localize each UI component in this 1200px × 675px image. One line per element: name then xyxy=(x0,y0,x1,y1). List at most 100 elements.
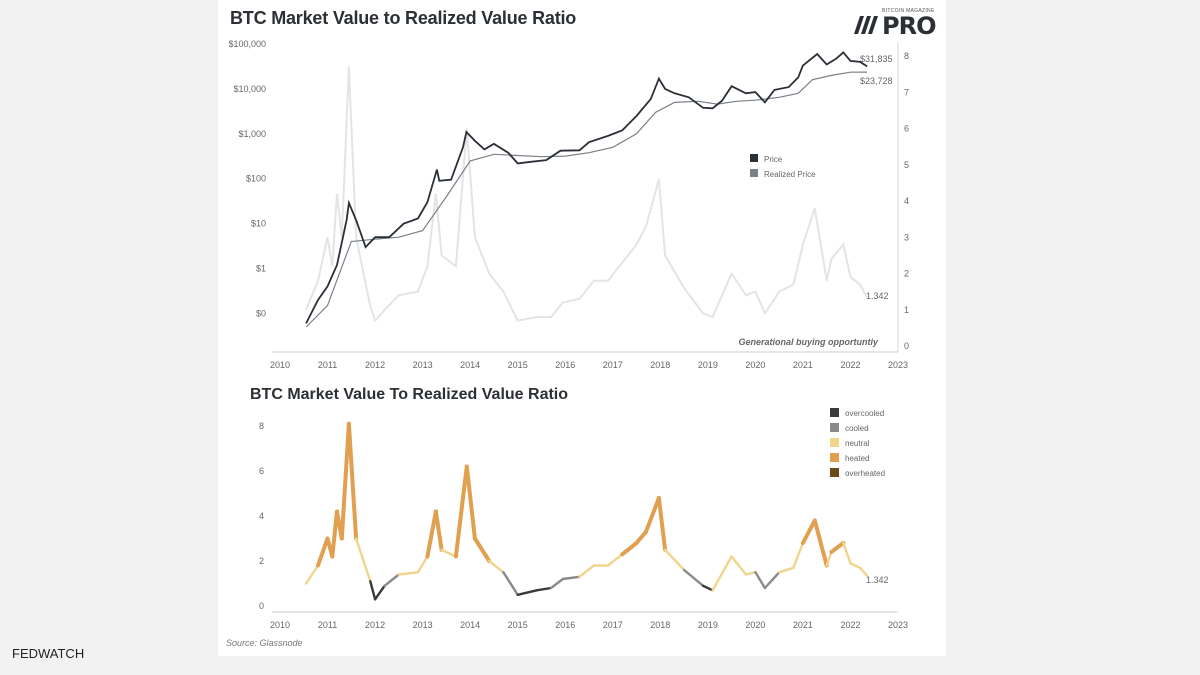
legend-price-label: Price xyxy=(764,155,783,164)
legend-swatch-overcooled xyxy=(830,408,839,417)
mvrv-segment xyxy=(744,571,757,576)
mvrv-segment xyxy=(425,509,438,559)
realized-end-label: $23,728 xyxy=(860,76,893,86)
legend-price-swatch xyxy=(750,154,758,162)
mvrv-segment xyxy=(383,573,400,587)
legend-swatch-neutral xyxy=(830,438,839,447)
x-tick-label: 2011 xyxy=(318,360,337,370)
fedwatch-brand: FEDWATCH xyxy=(12,646,85,661)
x-tick-label: 2014 xyxy=(460,360,480,370)
x-tick-label: 2010 xyxy=(270,360,290,370)
y-right-tick-label: 1 xyxy=(904,305,909,315)
y-right-tick-label: 8 xyxy=(904,51,909,61)
mvrv-chart: 8 6 4 2 0 2010 2011 2012 2013 2014 2015 2016 2017 201… xyxy=(259,408,908,630)
legend-swatch-overheated xyxy=(830,468,839,477)
y-left-tick-label: $1,000 xyxy=(238,129,266,139)
x-tick-label: 2023 xyxy=(888,360,908,370)
mvrv-segment xyxy=(606,553,624,567)
mvrv-segment xyxy=(453,464,469,559)
logo-bars-icon xyxy=(854,16,878,34)
mvrv-segment xyxy=(842,541,852,565)
y-tick-label: 6 xyxy=(259,466,264,476)
mvrv-segment xyxy=(656,496,668,552)
x-tick-label: 2013 xyxy=(413,620,433,630)
x-tick-label: 2015 xyxy=(508,620,528,630)
realized-price-line xyxy=(305,71,868,328)
y-right-tick-label: 0 xyxy=(904,341,909,351)
mvrv-segment xyxy=(304,564,320,585)
mvrv-segment xyxy=(858,566,869,577)
mvrv-segment xyxy=(634,529,648,545)
mvrv-segment xyxy=(440,548,458,558)
x-tick-label: 2011 xyxy=(318,620,337,630)
mvrv-segment xyxy=(730,555,748,576)
mvrv-segment xyxy=(535,586,553,592)
mvrv-segment xyxy=(488,559,505,574)
y-right-tick-label: 7 xyxy=(904,87,909,97)
y-tick-label: 2 xyxy=(259,556,264,566)
mvrv-segment xyxy=(472,536,492,563)
y-tick-label: 4 xyxy=(259,511,264,521)
mvrv-segment xyxy=(711,555,733,592)
mvrv-segment xyxy=(754,571,767,590)
x-tick-label: 2016 xyxy=(555,620,575,630)
x-tick-label: 2020 xyxy=(745,620,765,630)
x-tick-label: 2012 xyxy=(365,620,385,630)
x-tick-label: 2012 xyxy=(365,360,385,370)
mvrv-segment xyxy=(682,568,705,587)
generational-annotation: Generational buying opportuntiy xyxy=(739,337,879,347)
mvrv-segment xyxy=(778,566,795,574)
legend-swatch-heated xyxy=(830,453,839,462)
legend-label-neutral: neutral xyxy=(845,439,870,448)
mvrv-segment xyxy=(561,575,581,581)
y-right-tick-label: 6 xyxy=(904,124,909,134)
mvrv-segment xyxy=(812,518,829,568)
y-left-tick-label: $100,000 xyxy=(228,39,266,49)
x-tick-label: 2022 xyxy=(840,620,860,630)
x-tick-label: 2021 xyxy=(793,360,813,370)
y-left-tick-label: $10,000 xyxy=(233,84,266,94)
mvrv-segment xyxy=(346,421,359,541)
x-tick-label: 2019 xyxy=(698,360,718,370)
x-tick-label: 2020 xyxy=(745,360,765,370)
x-tick-label: 2018 xyxy=(650,620,670,630)
y-tick-label: 0 xyxy=(259,601,264,611)
mvrv-segment xyxy=(663,548,686,572)
chart-panel: BTC Market Value to Realized Value Ratio… xyxy=(218,0,946,656)
x-tick-label: 2022 xyxy=(840,360,860,370)
mvrv-segment xyxy=(549,577,565,590)
y-right-tick-label: 5 xyxy=(904,160,909,170)
mvrv-end-label: 1.342 xyxy=(866,575,889,585)
mvrv-segment xyxy=(516,589,538,596)
mvrv-segment xyxy=(825,550,833,567)
mvrv-segment xyxy=(800,518,817,545)
price-end-label: $31,835 xyxy=(860,54,893,64)
logo-text: PRO xyxy=(882,12,936,40)
x-tick-label: 2023 xyxy=(888,620,908,630)
mvrv-segment xyxy=(792,541,805,569)
mvrv-segment xyxy=(316,536,330,568)
x-tick-label: 2019 xyxy=(698,620,718,630)
chart-title-bottom: BTC Market Value To Realized Value Ratio xyxy=(250,386,569,403)
mvrv-segment xyxy=(644,496,661,534)
mvrv-segment xyxy=(433,509,444,552)
y-left-tick-label: $10 xyxy=(251,219,266,229)
mvrv-segment xyxy=(849,562,862,569)
legend-label-overheated: overheated xyxy=(845,469,885,478)
logo-small-text: BITCOIN MAGAZINE xyxy=(882,8,935,14)
legend-realized-label: Realized Price xyxy=(764,170,816,179)
source-note: Source: Glassnode xyxy=(226,638,303,648)
mvrv-segment xyxy=(701,584,714,592)
legend-label-cooled: cooled xyxy=(845,424,869,433)
legend-swatch-cooled xyxy=(830,423,839,432)
mvrv-segment xyxy=(829,541,846,554)
y-left-tick-label: $0 xyxy=(256,308,266,318)
mvrv-segment xyxy=(502,571,519,596)
x-tick-label: 2021 xyxy=(793,620,813,630)
chart-title-top: BTC Market Value to Realized Value Ratio xyxy=(230,8,577,28)
brand-logo: BITCOIN MAGAZINE PRO xyxy=(852,8,942,40)
x-tick-label: 2016 xyxy=(555,360,575,370)
mvrv-segment xyxy=(369,580,377,601)
y-tick-label: 8 xyxy=(259,421,264,431)
x-tick-label: 2017 xyxy=(603,360,623,370)
